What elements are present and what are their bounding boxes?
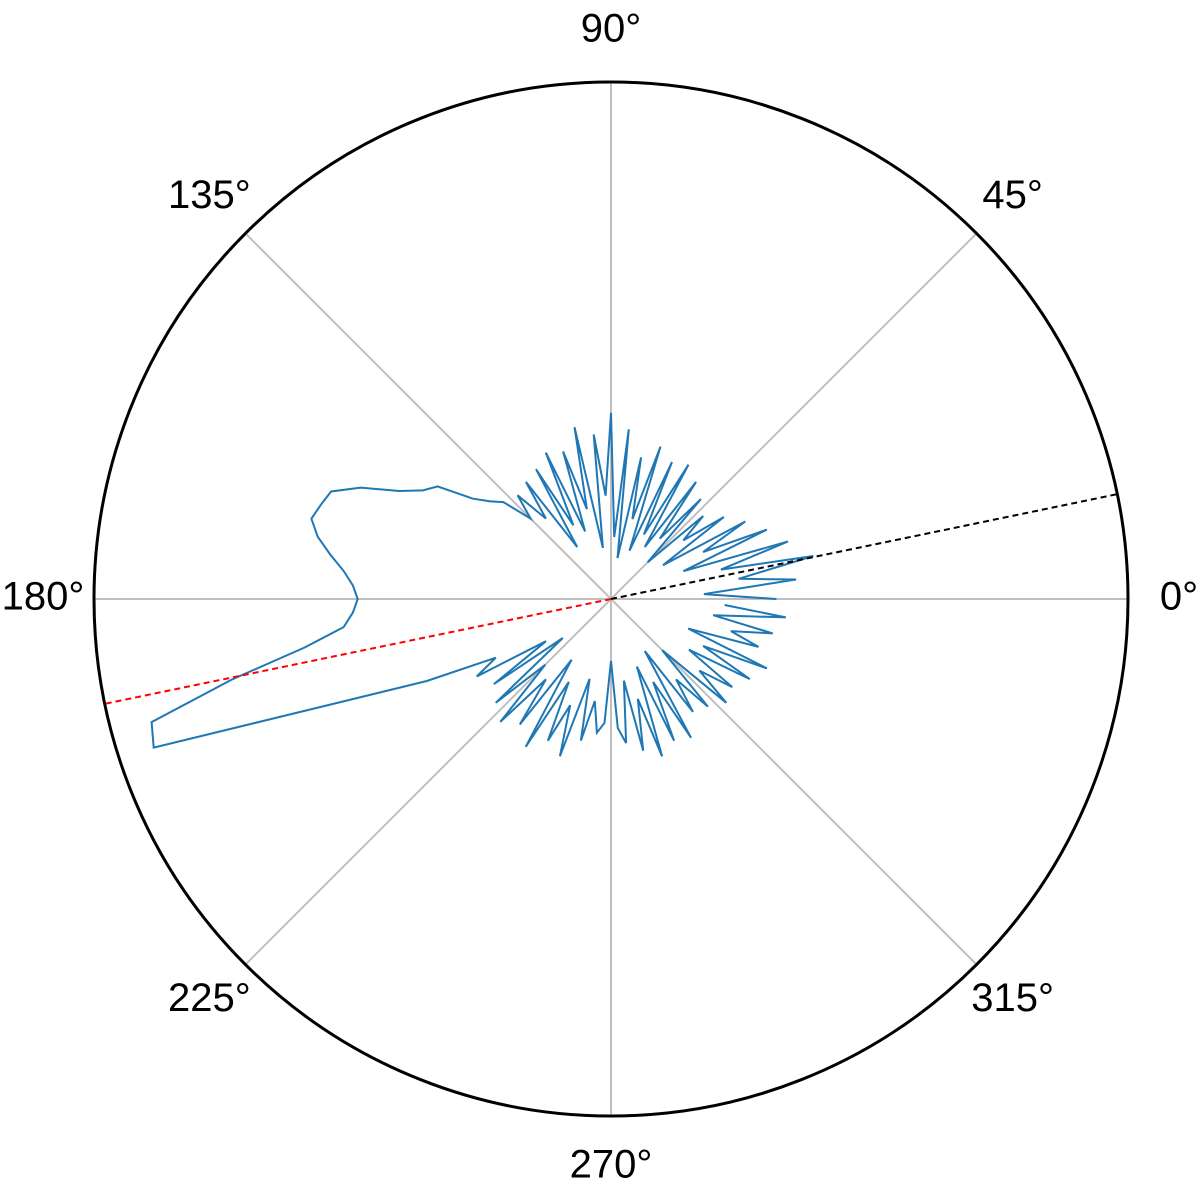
grid-line — [244, 232, 612, 600]
theta-tick-label: 90° — [581, 7, 642, 51]
theta-tick-label: 180° — [2, 575, 85, 619]
grid-line — [610, 598, 978, 966]
data-line — [150, 412, 814, 757]
grid-line — [610, 232, 978, 600]
theta-tick-label: 270° — [570, 1143, 653, 1187]
theta-tick-label: 225° — [168, 976, 251, 1020]
direction-line — [104, 598, 612, 705]
theta-tick-label: 135° — [168, 173, 251, 217]
theta-tick-label: 0° — [1160, 575, 1198, 619]
polar-frame — [92, 80, 1130, 1118]
direction-line — [610, 493, 1118, 600]
theta-tick-label: 315° — [971, 976, 1054, 1020]
theta-tick-label: 45° — [982, 173, 1043, 217]
grid-line — [244, 598, 612, 966]
